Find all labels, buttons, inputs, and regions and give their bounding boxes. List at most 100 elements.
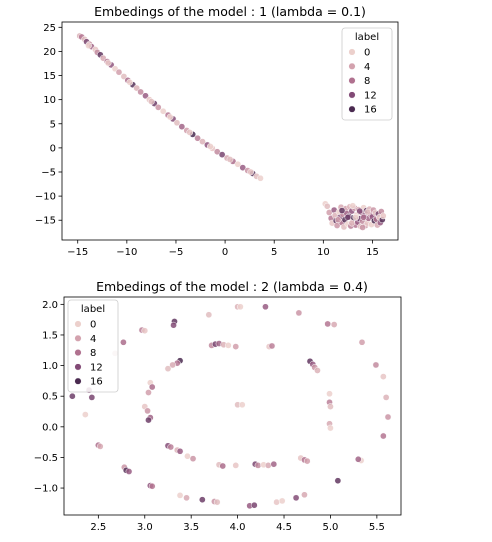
legend-label: 8 [364,76,370,87]
y-tick-label: −0.5 [34,453,58,464]
scatter-point [360,213,367,221]
scatter-point [354,455,362,463]
y-axis: −15 −10 −5 0 5 10 15 20 25 [35,23,62,227]
scatter-point [170,321,177,329]
scatter-point [120,338,127,346]
scatter-point [372,361,380,369]
scatter-point [213,498,221,506]
scatter-point [232,343,240,350]
scatter-point [166,113,174,121]
scatter-point [364,208,371,216]
x-tick-label: 0 [222,247,228,258]
y-tick-label: −15 [35,216,56,227]
legend-label: 4 [90,334,96,345]
legend-marker [74,363,82,371]
legend-title: label [355,32,379,43]
legend-label: 0 [90,320,96,331]
scatter-point [232,462,240,469]
x-tick-label: 5.0 [322,522,338,533]
scatter-point [292,494,300,502]
scatter-point [270,460,278,468]
scatter-point [148,98,155,105]
scatter-point [199,138,206,145]
x-tick-label: 4.5 [276,522,292,533]
x-tick-label: −5 [169,247,184,258]
chart-title: Embedings of the model : 2 (lambda = 0.4… [96,279,368,294]
scatter-point [186,129,194,136]
scatter-point [247,168,254,176]
y-tick-label: 0.5 [42,392,58,403]
chart-model-2: Embedings of the model : 2 (lambda = 0.4… [34,279,402,533]
scatter-point [237,303,244,311]
legend-label: 8 [90,348,96,359]
scatter-point [239,164,247,171]
scatter-point [301,491,308,499]
scatter-point [224,342,232,349]
y-axis: −1.0 −0.5 0.0 0.5 1.0 1.5 2.0 [34,300,64,495]
scatter-point [382,394,390,401]
scatter-point [148,482,156,490]
legend: label 0 4 8 12 16 [341,27,393,121]
scatter-point [145,416,152,424]
scatter-point [264,462,272,469]
scatter-point [144,407,151,415]
scatter-point [359,224,366,231]
x-tick-label: 5.5 [369,522,385,533]
legend-marker [348,62,356,70]
x-tick-label: 2.5 [90,522,106,533]
x-tick-label: −15 [67,247,88,258]
legend-label: 12 [90,362,103,373]
scatter-point [273,498,280,506]
legend-marker [74,349,82,357]
x-axis: −15 −10 −5 0 5 10 15 [67,240,379,258]
y-tick-label: 2.0 [42,300,58,311]
x-tick-label: 3.0 [137,522,153,533]
x-tick-label: 5 [271,247,277,258]
scatter-point [384,413,392,421]
scatter-point [226,156,234,163]
scatter-point [213,148,221,156]
scatter-point [219,462,227,470]
legend-label: 4 [364,62,370,73]
scatter-point [184,452,191,460]
scatter-point [238,401,246,409]
scatter-point [115,68,123,76]
scatter-point [326,390,333,398]
scatter-point [358,338,366,346]
scatter-point [234,160,242,168]
scatter-point [327,403,334,410]
legend: label 0 4 8 12 16 [67,299,119,393]
legend-title: label [81,304,105,315]
y-tick-label: 0 [50,143,56,154]
y-tick-label: −1.0 [34,484,58,495]
scatter-point [205,311,213,319]
scatter-point [380,432,387,440]
y-tick-label: −5 [41,167,56,178]
scatter-point [338,207,346,214]
scatter-point [178,123,186,131]
y-tick-label: 0.0 [42,422,58,433]
x-tick-label: 4.0 [230,522,246,533]
scatter-point [344,213,352,221]
scatter-point [379,212,387,220]
scatter-point [250,501,258,509]
legend-marker [348,48,356,56]
x-axis: 2.5 3.0 3.5 4.0 4.5 5.0 5.5 [90,515,385,533]
scatter-point [96,443,104,450]
scatter-point [334,477,342,485]
legend-items: 0 4 8 12 16 [348,48,377,116]
scatter-point [218,151,226,158]
plot-frame [61,21,399,241]
scatter-point [254,462,262,469]
scatter-point [268,342,276,350]
y-tick-label: 25 [43,23,56,34]
y-tick-label: 15 [43,71,56,82]
scatter-point [314,367,321,374]
scatter-point [159,107,167,115]
scatter-point [189,455,197,463]
x-tick-label: −10 [116,247,137,258]
scatter-point [104,59,112,67]
legend-marker [74,320,82,328]
scatter-point [125,468,133,475]
